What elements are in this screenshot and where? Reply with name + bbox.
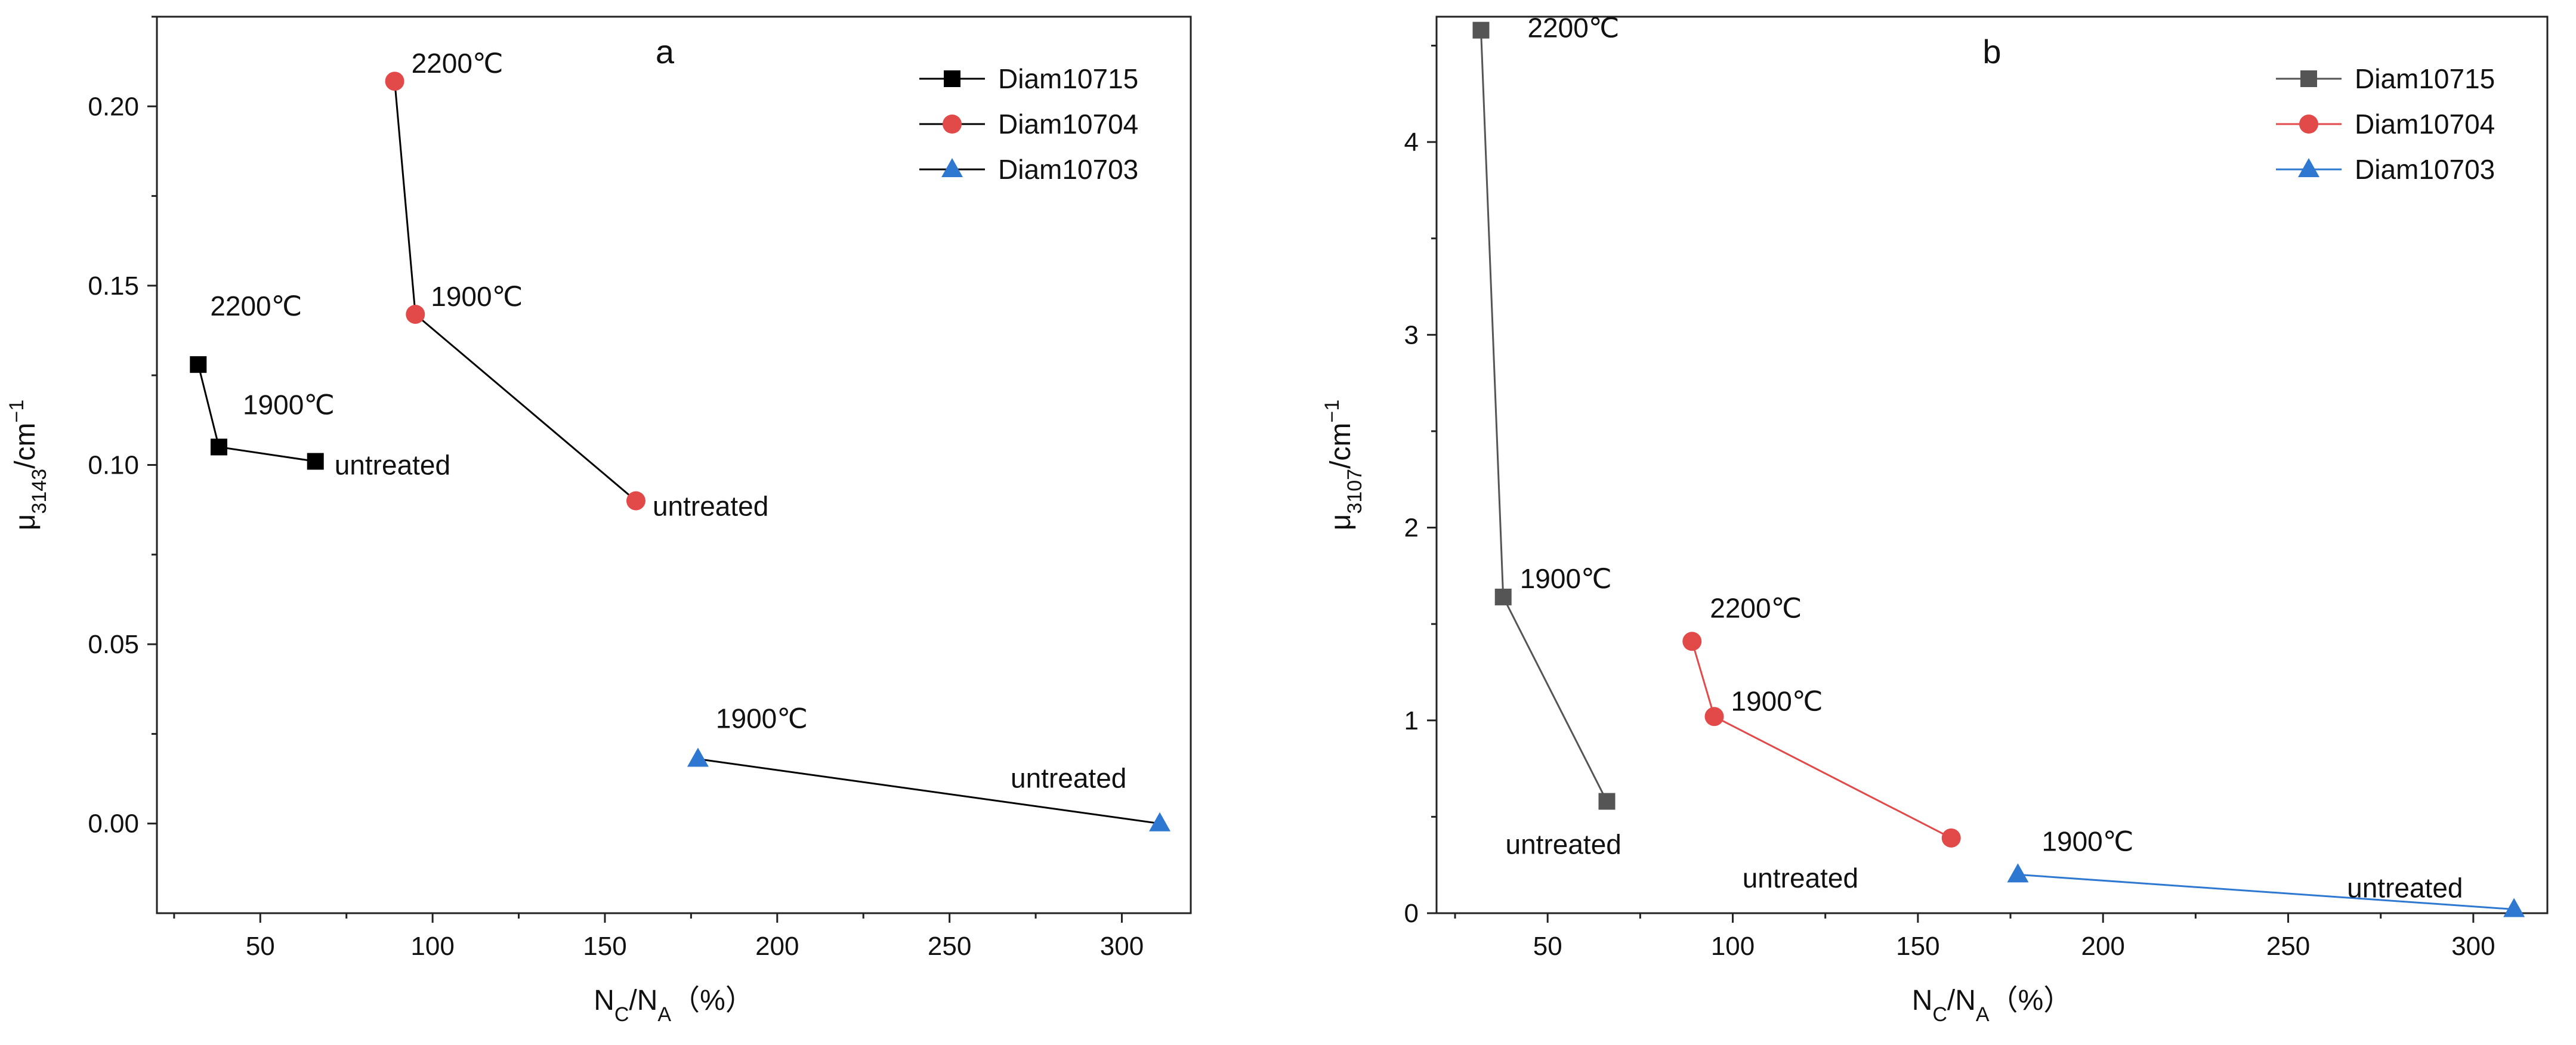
point-annotation: 1900℃ xyxy=(431,281,523,312)
data-point xyxy=(210,438,227,456)
data-point xyxy=(2007,863,2029,883)
legend-label: Diam10715 xyxy=(2355,63,2495,94)
point-annotation: 2200℃ xyxy=(1527,13,1619,44)
point-annotation: 1900℃ xyxy=(243,389,335,420)
point-annotation: untreated xyxy=(1743,862,1858,893)
x-tick-label: 50 xyxy=(1533,932,1562,961)
point-annotation: 2200℃ xyxy=(1710,592,1802,623)
panel-label: a xyxy=(656,33,675,70)
point-annotation: 1900℃ xyxy=(716,703,808,734)
legend-marker xyxy=(944,70,960,87)
data-point xyxy=(1472,21,1490,39)
series-Diam10703: 1900℃ untreated xyxy=(687,703,1171,831)
series-Diam10704: 2200℃ 1900℃ untreated xyxy=(1682,592,1961,893)
x-tick-label: 150 xyxy=(1896,932,1939,961)
x-tick-label: 300 xyxy=(2451,932,2495,961)
series-line xyxy=(697,758,1160,825)
legend-marker xyxy=(943,115,962,134)
x-tick-label: 250 xyxy=(2266,932,2310,961)
point-annotation: untreated xyxy=(335,449,450,480)
y-tick-label: 0.10 xyxy=(88,451,139,480)
y-tick-label: 0.15 xyxy=(88,271,139,301)
y-axis-title: μ3107/cm−1 xyxy=(1321,400,1366,530)
y-tick-label: 0.20 xyxy=(88,92,139,121)
series-Diam10704: 2200℃ 1900℃ untreated xyxy=(385,48,768,522)
series-Diam10703: 1900℃ untreated xyxy=(2007,826,2525,917)
chart-panel-b: 50 100 150 200 250 300 0 1 2 3 4 NC/NA（%） μ3107/cm−1… xyxy=(1321,13,2549,1026)
series-line xyxy=(1479,30,1608,802)
y-tick-label: 0 xyxy=(1404,899,1419,928)
legend-label: Diam10715 xyxy=(998,63,1138,94)
data-point xyxy=(1149,812,1171,831)
data-point xyxy=(1682,632,1702,651)
data-point xyxy=(2503,898,2525,917)
legend-marker xyxy=(2298,158,2319,177)
legend-marker xyxy=(2299,115,2318,134)
series-line xyxy=(2018,873,2515,911)
x-tick-label: 100 xyxy=(1711,932,1755,961)
point-annotation: untreated xyxy=(2347,873,2463,904)
x-tick-label: 200 xyxy=(755,932,799,961)
legend: Diam10715 Diam10704 Diam10703 xyxy=(919,63,1138,185)
data-point xyxy=(307,453,324,470)
data-point xyxy=(1598,793,1616,810)
legend-label: Diam10703 xyxy=(2355,154,2495,185)
data-point xyxy=(1494,588,1512,605)
y-tick-label: 4 xyxy=(1404,128,1419,157)
data-point xyxy=(1704,707,1724,726)
legend-label: Diam10704 xyxy=(2355,109,2495,140)
x-tick-label: 300 xyxy=(1100,932,1144,961)
legend-marker xyxy=(2300,70,2317,87)
x-tick-label: 150 xyxy=(583,932,626,961)
series-line xyxy=(1691,641,1952,839)
point-annotation: 1900℃ xyxy=(2041,826,2133,857)
x-tick-label: 50 xyxy=(246,932,275,961)
legend: Diam10715 Diam10704 Diam10703 xyxy=(2276,63,2495,185)
x-tick-label: 200 xyxy=(2081,932,2124,961)
panel-label: b xyxy=(1982,33,2001,70)
y-tick-label: 2 xyxy=(1404,514,1419,543)
data-point xyxy=(687,747,709,767)
data-point xyxy=(1941,828,1961,848)
data-point xyxy=(385,72,404,91)
y-tick-label: 0.05 xyxy=(88,630,139,659)
data-point xyxy=(190,356,207,373)
series-Diam10715: 2200℃ 1900℃ untreated xyxy=(1472,13,1621,860)
point-annotation: 1900℃ xyxy=(1520,563,1612,594)
x-tick-label: 250 xyxy=(928,932,971,961)
point-annotation: untreated xyxy=(1506,829,1621,860)
legend-marker xyxy=(941,158,963,177)
plot-frame xyxy=(1435,16,2549,914)
legend-label: Diam10704 xyxy=(998,109,1138,140)
y-tick-label: 0.00 xyxy=(88,809,139,839)
data-point xyxy=(626,491,645,511)
point-annotation: 1900℃ xyxy=(1731,685,1823,716)
y-tick-label: 3 xyxy=(1404,320,1419,350)
y-axis-title: μ3143/cm−1 xyxy=(5,400,51,530)
point-annotation: 2200℃ xyxy=(210,290,302,321)
x-axis-title: NC/NA（%） xyxy=(1912,985,2072,1026)
chart-panel-a: 50 100 150 200 250 300 0.00 0.05 0.10 0.15 0.20 NC/… xyxy=(5,16,1192,1026)
point-annotation: untreated xyxy=(653,491,768,522)
point-annotation: untreated xyxy=(1011,763,1126,794)
y-tick-label: 1 xyxy=(1404,706,1419,735)
point-annotation: 2200℃ xyxy=(412,48,504,79)
data-point xyxy=(406,304,425,324)
x-axis-title: NC/NA（%） xyxy=(594,985,754,1026)
legend-label: Diam10703 xyxy=(998,154,1138,185)
x-tick-label: 100 xyxy=(410,932,454,961)
